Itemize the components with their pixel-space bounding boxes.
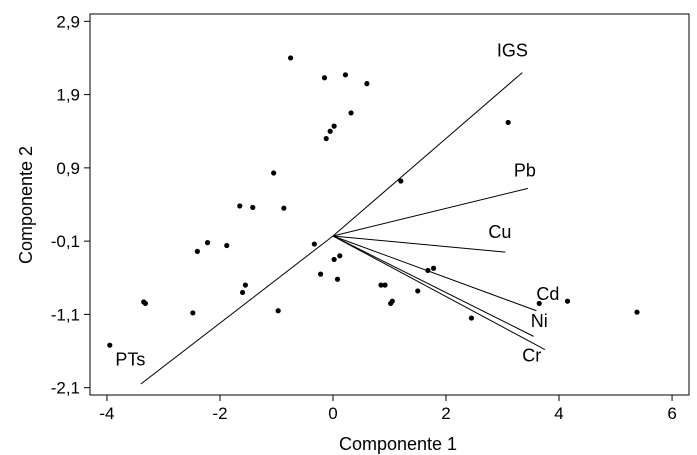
y-tick-label: 0,9 <box>56 159 80 178</box>
loading-vectors: IGS Pb Cu Cd Ni Cr PTs <box>115 40 559 385</box>
x-tick-label: 6 <box>667 404 676 423</box>
scatter-points <box>107 55 640 348</box>
y-tick-label: 2,9 <box>56 12 80 31</box>
data-point <box>505 119 511 126</box>
data-point <box>364 81 370 87</box>
vector-pts <box>140 235 334 385</box>
data-point <box>311 241 317 247</box>
vector-label-igs: IGS <box>497 40 528 60</box>
data-point <box>271 170 277 176</box>
data-point <box>634 309 640 315</box>
data-point <box>468 315 475 321</box>
data-point <box>281 205 287 211</box>
data-point <box>389 298 395 304</box>
vector-igs <box>332 72 523 237</box>
y-axis-title: Componente 2 <box>16 146 36 264</box>
vector-cr <box>332 235 546 351</box>
data-point <box>536 300 542 307</box>
vector-ni <box>332 235 534 337</box>
data-point <box>425 267 431 274</box>
data-point <box>331 123 337 129</box>
x-tick-label: -2 <box>212 404 227 423</box>
data-point <box>317 271 324 277</box>
vector-label-cd: Cd <box>536 284 559 304</box>
y-tick-label: -1,1 <box>51 305 80 324</box>
vector-cd <box>332 235 537 312</box>
vector-label-pts: PTs <box>115 350 145 370</box>
data-point <box>342 72 349 78</box>
vector-label-cr: Cr <box>522 345 541 365</box>
data-point <box>323 135 329 142</box>
y-tick-label: -0,1 <box>51 232 80 251</box>
plot-frame <box>89 13 690 396</box>
data-point <box>564 298 571 304</box>
data-point <box>415 288 421 294</box>
vector-label-cu: Cu <box>488 222 511 242</box>
data-point <box>237 203 243 209</box>
axis-ticks: -4 -2 0 2 4 6 2,9 1,9 0,9 -0,1 -1,1 -2,1 <box>51 12 677 423</box>
data-point <box>204 240 211 246</box>
x-tick-label: 0 <box>328 404 337 423</box>
data-point <box>337 253 343 259</box>
y-tick-label: 1,9 <box>56 86 80 105</box>
data-point <box>321 75 328 81</box>
data-point <box>398 178 404 184</box>
x-tick-label: 2 <box>441 404 450 423</box>
data-point <box>194 248 200 254</box>
data-point <box>142 300 148 307</box>
data-point <box>275 308 281 314</box>
y-tick-label: -2,1 <box>51 379 80 398</box>
data-point <box>107 342 113 348</box>
data-point <box>288 55 294 61</box>
data-point <box>242 282 249 288</box>
vector-pb <box>332 187 529 237</box>
data-point <box>334 276 341 282</box>
x-tick-label: -4 <box>99 404 114 423</box>
data-point <box>224 242 230 249</box>
vector-label-ni: Ni <box>531 311 548 331</box>
x-axis-title: Componente 1 <box>339 434 457 454</box>
x-tick-label: 4 <box>554 404 563 423</box>
data-point <box>327 128 333 134</box>
data-point <box>239 289 246 296</box>
data-point <box>378 282 384 288</box>
data-point <box>382 282 388 288</box>
vector-label-pb: Pb <box>514 161 536 181</box>
data-point <box>430 265 437 271</box>
data-point <box>250 204 256 211</box>
data-point <box>190 310 196 316</box>
data-point <box>331 256 337 263</box>
data-point <box>348 110 354 116</box>
vector-cu <box>332 235 506 253</box>
